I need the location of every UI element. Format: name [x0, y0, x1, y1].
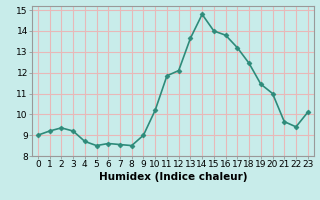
X-axis label: Humidex (Indice chaleur): Humidex (Indice chaleur): [99, 172, 247, 182]
